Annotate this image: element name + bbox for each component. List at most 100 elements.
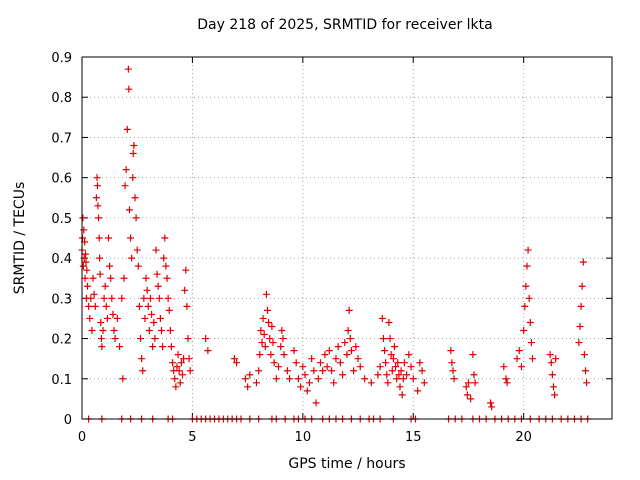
data-point <box>292 359 300 367</box>
data-point <box>264 306 271 314</box>
data-point <box>303 387 311 395</box>
data-point <box>129 174 137 182</box>
data-point <box>464 379 472 387</box>
data-point <box>399 375 407 383</box>
data-point <box>527 339 535 347</box>
data-point <box>241 375 249 383</box>
data-point <box>110 327 118 335</box>
data-point <box>174 351 182 359</box>
data-point <box>513 355 521 363</box>
data-point <box>92 194 100 202</box>
data-point <box>123 125 131 133</box>
data-point <box>259 314 267 322</box>
data-point <box>96 254 104 262</box>
data-point <box>244 383 252 391</box>
data-point <box>398 391 406 399</box>
data-point <box>124 65 132 73</box>
data-point <box>548 371 556 379</box>
data-point <box>82 250 90 258</box>
y-tick-label: 0.4 <box>51 252 72 267</box>
data-point <box>294 375 302 383</box>
data-point <box>336 359 344 367</box>
data-point <box>521 302 529 310</box>
data-point <box>378 314 386 322</box>
data-point <box>361 375 369 383</box>
data-point <box>279 335 287 343</box>
data-point <box>575 339 583 347</box>
data-point <box>393 375 401 383</box>
data-point <box>111 335 119 343</box>
data-point <box>321 351 329 359</box>
data-point <box>354 355 362 363</box>
data-point <box>471 379 479 387</box>
data-point <box>332 355 340 363</box>
data-point <box>230 355 238 363</box>
data-point <box>153 270 161 278</box>
data-point <box>414 387 422 395</box>
data-point <box>94 202 102 210</box>
data-point <box>260 331 268 339</box>
y-tick-label: 0.7 <box>51 131 72 146</box>
data-point <box>102 302 110 310</box>
data-point <box>267 351 275 359</box>
data-point <box>91 302 99 310</box>
data-point <box>269 339 277 347</box>
data-point <box>286 375 294 383</box>
y-tick-label: 0.5 <box>51 212 72 227</box>
data-point <box>119 375 127 383</box>
data-point <box>400 359 408 367</box>
x-tick-label: 20 <box>515 430 532 445</box>
x-tick-label: 15 <box>405 430 422 445</box>
data-point <box>182 266 190 274</box>
data-point <box>134 262 142 270</box>
data-point <box>204 347 212 355</box>
data-point <box>128 254 136 262</box>
data-point <box>330 379 338 387</box>
data-point <box>158 327 165 335</box>
data-point <box>280 351 288 359</box>
data-point <box>469 351 477 359</box>
data-point <box>520 327 528 335</box>
data-point <box>312 399 320 407</box>
data-point <box>186 367 194 375</box>
data-point <box>290 347 298 355</box>
data-point <box>346 335 354 343</box>
data-point <box>165 306 173 314</box>
data-point <box>389 355 397 363</box>
data-point <box>350 367 358 375</box>
data-point <box>275 363 283 371</box>
plot-frame <box>81 56 613 420</box>
data-point <box>385 318 393 326</box>
data-point <box>156 314 164 322</box>
data-point <box>328 367 336 375</box>
data-point <box>523 262 531 270</box>
data-point <box>500 363 508 371</box>
data-point <box>97 335 105 343</box>
data-point <box>116 343 124 351</box>
data-point <box>160 254 168 262</box>
data-point <box>265 318 273 326</box>
y-tick-label: 0.3 <box>51 292 72 307</box>
data-point <box>416 359 424 367</box>
data-point <box>162 262 170 270</box>
data-point <box>145 327 153 335</box>
data-point <box>127 234 135 242</box>
data-point <box>394 359 402 367</box>
data-point <box>109 310 117 318</box>
data-point <box>95 234 103 242</box>
data-point <box>106 262 114 270</box>
data-point <box>551 391 559 399</box>
data-point <box>80 226 88 234</box>
data-point <box>159 343 167 351</box>
x-tick-label: 0 <box>78 430 86 445</box>
data-point <box>169 359 177 367</box>
data-point <box>146 294 154 302</box>
data-point <box>305 379 313 387</box>
data-point <box>99 327 107 335</box>
data-point <box>334 343 342 351</box>
chart-title: Day 218 of 2025, SRMTID for receiver lkt… <box>197 17 493 33</box>
data-point <box>177 359 185 367</box>
data-point <box>252 379 260 387</box>
data-point <box>345 306 353 314</box>
data-point <box>376 363 384 371</box>
